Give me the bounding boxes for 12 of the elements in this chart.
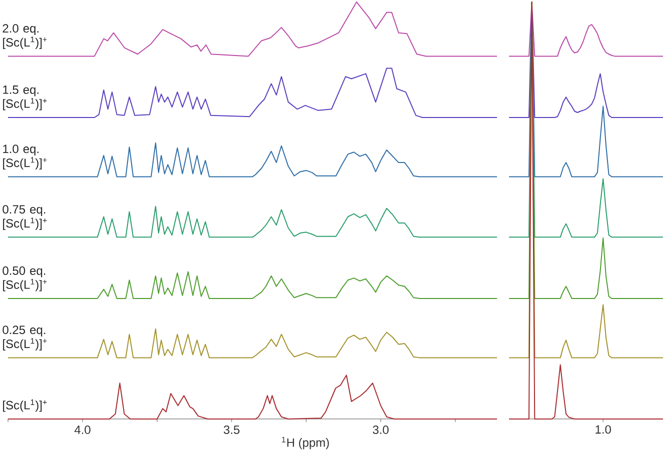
series-label: 0.75 eq. [Sc(L$^{1}$)]$^{+}$ [2, 205, 47, 230]
series-label: 0.25 eq. [Sc(L$^{1}$)]$^{+}$ [2, 326, 47, 350]
series-label: 0.50 eq. [Sc(L$^{1}$)]$^{+}$ [2, 266, 47, 292]
series-label: 1.5 eq. [Sc(L$^{1}$)]$^{+}$ [3, 86, 47, 110]
x-tick-label: 3.0 [372, 426, 389, 434]
series-label: 2.0 eq. [Sc(L$^{1}$)]$^{+}$ [2, 24, 47, 50]
text: 1.0 [596, 425, 611, 434]
series-label: [Sc(L$^{1}$)]$^{+}$ [3, 399, 47, 412]
series-label: 1.0 eq. [Sc(L$^{1}$)]$^{+}$ [3, 144, 47, 170]
x-tick-label: 4.0 [74, 426, 90, 434]
x-axis-title: $^{1}$H (ppm) [282, 436, 329, 450]
x-tick-label: 3.5 [224, 426, 240, 434]
